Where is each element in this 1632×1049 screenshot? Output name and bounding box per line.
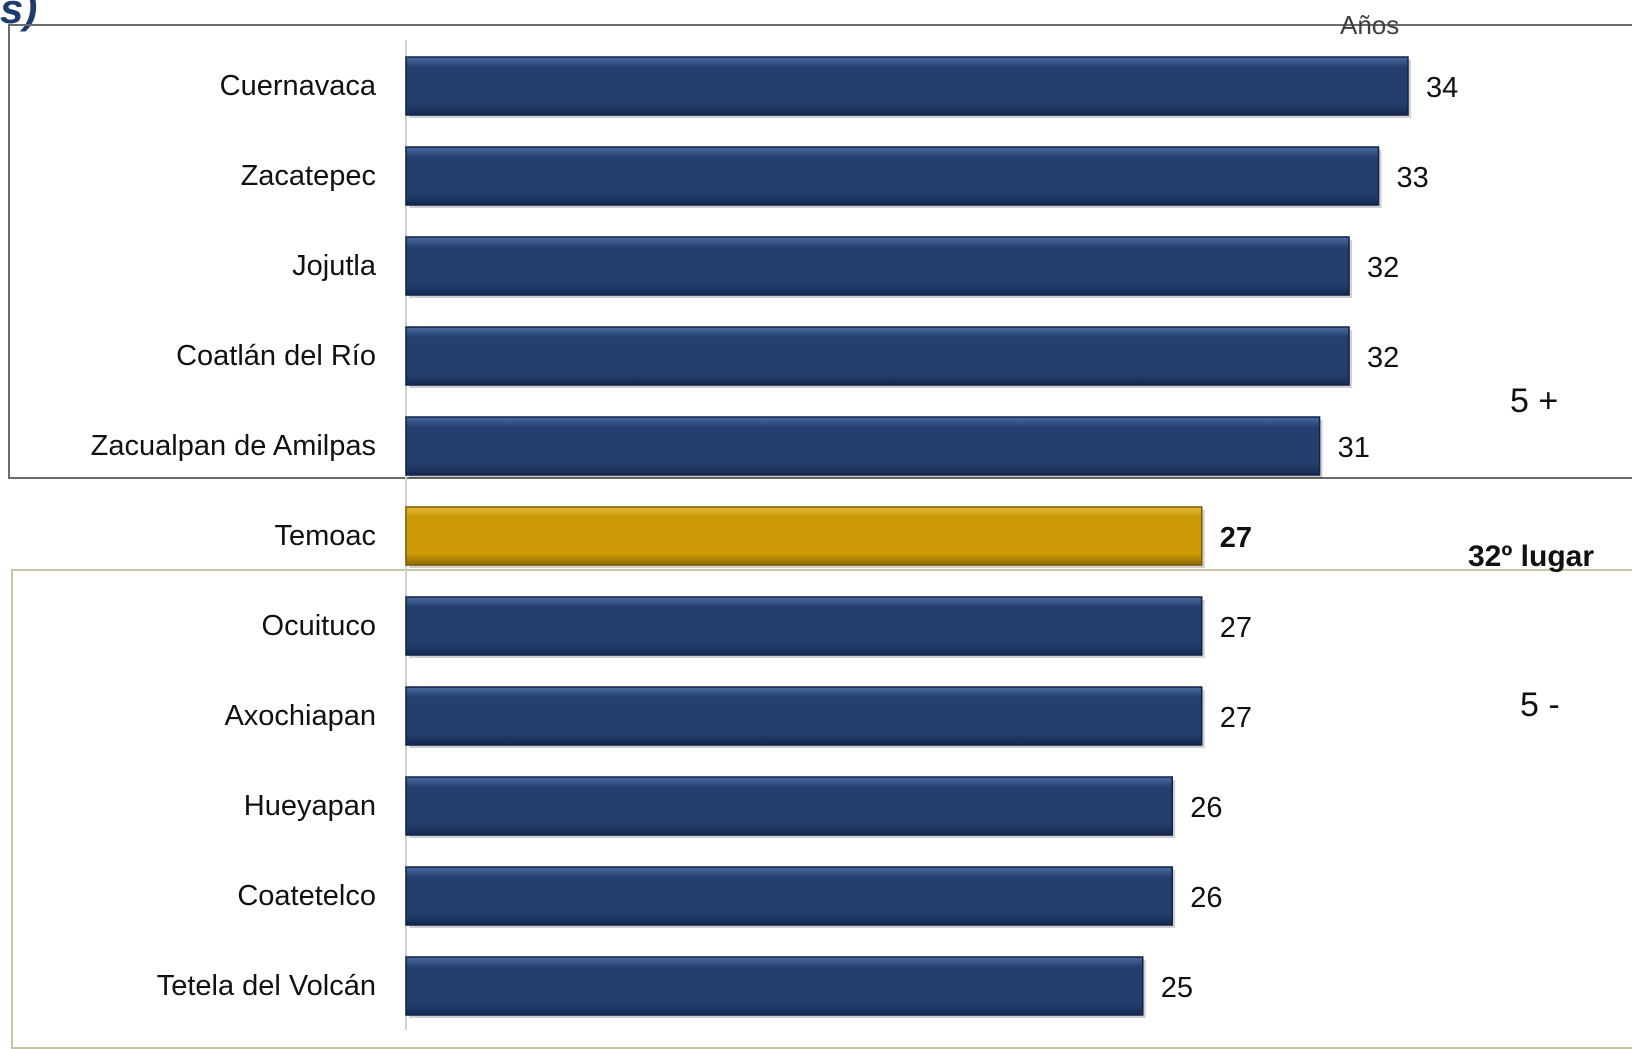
value-label: 27	[1220, 702, 1252, 734]
category-label: Tetela del Volcán	[157, 970, 376, 1002]
bar	[405, 326, 1350, 386]
category-label: Axochiapan	[224, 700, 376, 732]
bar-highlight	[405, 506, 1203, 566]
units-label: Años	[1340, 10, 1400, 40]
category-label: Ocuituco	[262, 610, 376, 642]
top-group-label: 5 +	[1510, 382, 1559, 420]
value-label: 32	[1367, 342, 1399, 374]
top-five-group-box	[8, 24, 1632, 479]
value-label: 27	[1220, 522, 1252, 554]
value-label: 32	[1367, 252, 1399, 284]
bottom-group-label: 5 -	[1520, 686, 1560, 724]
bar	[405, 686, 1203, 746]
category-label: Temoac	[274, 520, 376, 552]
category-label: Jojutla	[292, 250, 377, 282]
value-label: 31	[1338, 432, 1370, 464]
value-label: 34	[1426, 72, 1458, 104]
category-label: Hueyapan	[244, 790, 376, 822]
category-label: Zacualpan de Amilpas	[91, 430, 376, 462]
rank-label: 32º lugar	[1468, 540, 1595, 573]
value-label: 26	[1190, 792, 1222, 824]
bar	[405, 776, 1173, 836]
value-label: 26	[1190, 882, 1222, 914]
category-label: Coatetelco	[237, 880, 376, 912]
bar	[405, 56, 1409, 116]
bar	[405, 956, 1144, 1016]
value-label: 33	[1397, 162, 1429, 194]
bar	[405, 866, 1173, 926]
bar	[405, 146, 1380, 206]
bar	[405, 236, 1350, 296]
category-label: Zacatepec	[241, 160, 376, 192]
bar	[405, 596, 1203, 656]
value-label: 25	[1161, 972, 1193, 1004]
value-label: 27	[1220, 612, 1252, 644]
bar	[405, 416, 1321, 476]
category-label: Cuernavaca	[220, 70, 377, 102]
category-label: Coatlán del Río	[176, 340, 376, 372]
